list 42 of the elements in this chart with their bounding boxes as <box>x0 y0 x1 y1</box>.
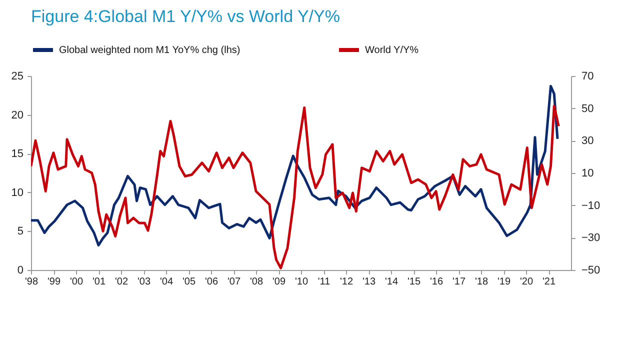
x-tick-label: '06 <box>204 276 218 288</box>
y-tick-label: 20 <box>11 109 24 122</box>
y2-tick-label: −30 <box>582 232 600 244</box>
x-tick-label: '17 <box>452 276 466 288</box>
x-tick-label: '10 <box>294 276 308 288</box>
x-tick-label: '98 <box>24 276 38 288</box>
x-tick-label: '14 <box>384 276 398 288</box>
x-tick-label: '21 <box>542 276 556 288</box>
x-tick-label: '20 <box>520 276 534 288</box>
x-tick-label: '04 <box>160 276 174 288</box>
x-tick-label: '00 <box>70 276 84 288</box>
x-tick-label: '12 <box>340 276 354 288</box>
x-tick-label: '05 <box>182 276 196 288</box>
y-tick-label: 0 <box>17 264 24 276</box>
line-series <box>31 84 559 246</box>
y2-tick-label: 30 <box>582 135 594 148</box>
y2-tick-label: 70 <box>582 70 594 82</box>
x-tick-label: '13 <box>362 276 376 288</box>
x-tick-label: '15 <box>407 276 421 288</box>
x-tick-label: '01 <box>92 276 106 288</box>
legend-label: World Y/Y% <box>365 45 419 56</box>
x-tick-label: '02 <box>114 276 128 288</box>
x-tick-label: '11 <box>318 276 331 288</box>
x-tick-label: '09 <box>272 276 286 288</box>
line-series <box>31 104 560 270</box>
y-tick-label: 10 <box>11 186 24 199</box>
y-tick-label: 5 <box>17 226 24 238</box>
y2-tick-label: −50 <box>582 264 600 276</box>
y2-tick-label: −10 <box>582 200 600 212</box>
x-tick-label: '08 <box>250 276 264 288</box>
x-tick-label: '19 <box>497 276 511 288</box>
x-tick-label: '03 <box>137 276 151 288</box>
y2-tick-label: 50 <box>582 102 594 115</box>
x-tick-label: '07 <box>227 276 241 288</box>
x-tick-label: '18 <box>474 276 488 288</box>
x-tick-label: '16 <box>430 276 444 288</box>
legend-label: Global weighted nom M1 YoY% chg (lhs) <box>59 45 240 56</box>
y-tick-label: 25 <box>11 70 24 82</box>
y-tick-label: 15 <box>11 148 24 160</box>
chart-title: Figure 4:Global M1 Y/Y% vs World Y/Y% <box>31 7 340 26</box>
x-tick-label: '99 <box>47 276 61 288</box>
y2-tick-label: 10 <box>582 168 594 180</box>
